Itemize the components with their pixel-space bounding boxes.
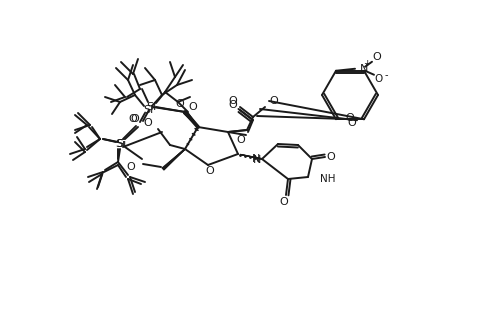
Text: O: O <box>228 96 237 106</box>
Text: N: N <box>359 64 368 74</box>
Text: N: N <box>252 155 261 165</box>
Text: O: O <box>126 162 135 172</box>
Text: O: O <box>279 197 288 207</box>
Text: N: N <box>251 154 260 164</box>
Text: O: O <box>128 114 137 124</box>
Text: Si: Si <box>115 139 125 149</box>
Text: O: O <box>175 99 184 109</box>
Text: Si: Si <box>116 139 126 149</box>
Text: Si: Si <box>143 105 153 115</box>
Text: O: O <box>131 114 139 124</box>
Text: NH: NH <box>319 174 335 184</box>
Text: O: O <box>228 100 237 110</box>
Text: O: O <box>345 113 353 123</box>
Text: O: O <box>236 135 245 145</box>
Text: O: O <box>374 74 383 84</box>
Text: O: O <box>143 118 152 128</box>
Text: O: O <box>268 96 277 106</box>
Text: O: O <box>372 52 381 62</box>
Text: Si: Si <box>145 102 156 112</box>
Text: -: - <box>384 70 387 80</box>
Text: O: O <box>205 166 214 176</box>
Text: O: O <box>188 102 197 112</box>
Text: +: + <box>362 59 370 68</box>
Text: O: O <box>326 152 335 162</box>
Text: O: O <box>347 118 355 128</box>
